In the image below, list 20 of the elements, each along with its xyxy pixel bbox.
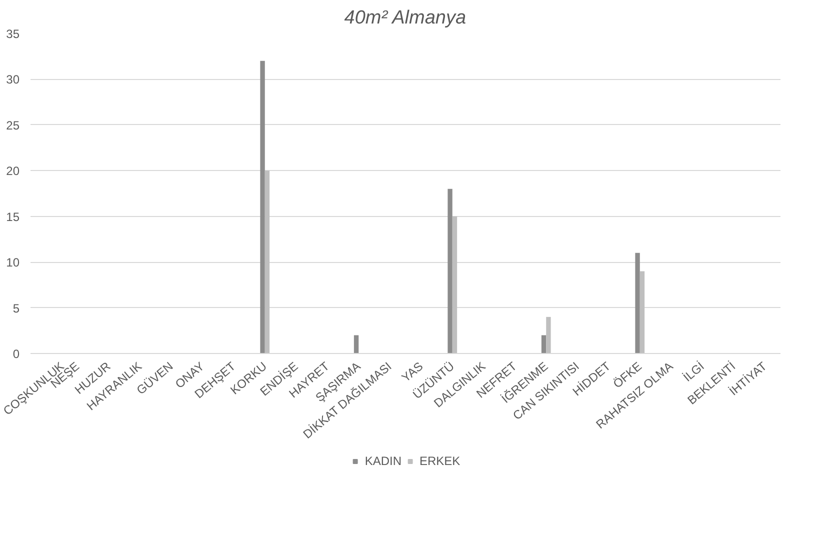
- y-tick-label: 25: [6, 118, 20, 132]
- bar: [354, 335, 359, 354]
- bar: [541, 335, 546, 354]
- bar: [264, 170, 270, 354]
- bar: [635, 252, 640, 354]
- chart-title: 40m² Almanya: [344, 8, 466, 28]
- y-tick-label: 20: [6, 164, 20, 178]
- y-tick-label: 0: [12, 347, 20, 361]
- bar: [546, 316, 551, 354]
- y-tick-label: 10: [6, 256, 20, 270]
- bar: [640, 271, 645, 354]
- bar: [452, 216, 458, 354]
- y-tick-label: 15: [6, 210, 20, 224]
- bar: [448, 188, 452, 354]
- legend-label: ERKEK: [420, 454, 460, 468]
- y-tick-label: 30: [6, 72, 20, 87]
- y-tick-label: 5: [12, 301, 20, 316]
- y-tick-label: 35: [6, 27, 20, 41]
- legend-label: KADIN: [364, 454, 402, 468]
- bar: [260, 60, 265, 354]
